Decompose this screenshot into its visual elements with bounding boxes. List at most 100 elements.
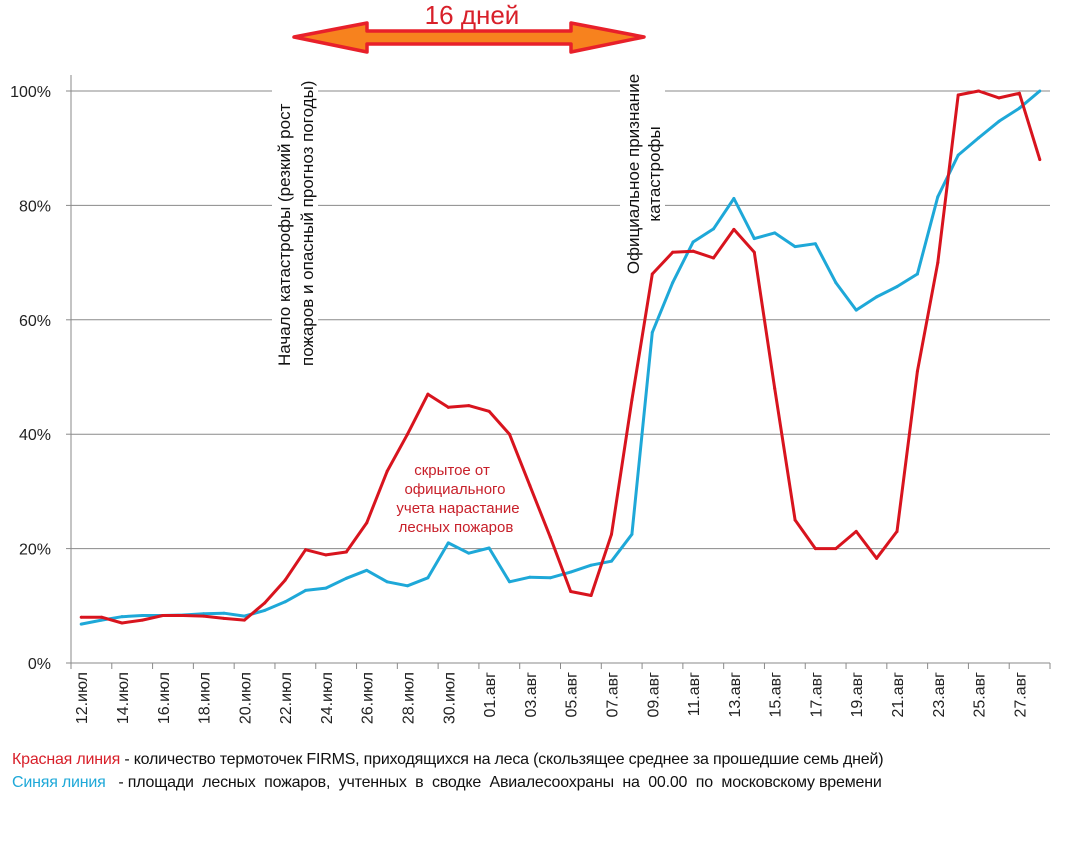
data-point — [263, 601, 267, 605]
x-tick-labels: 12.июл 14.июл 16.июл 18.июл 20.июл 22.июл 24.и… — [74, 672, 1029, 724]
data-point — [222, 616, 226, 620]
data-point — [467, 404, 471, 408]
data-point — [997, 119, 1001, 123]
data-point — [650, 272, 654, 276]
data-point — [100, 615, 104, 619]
data-point — [79, 615, 83, 619]
data-point — [834, 281, 838, 285]
x-tick-label: 03.авг — [523, 672, 540, 718]
data-point — [1017, 91, 1021, 95]
x-tick-label: 28.июл — [401, 672, 418, 724]
data-point — [609, 532, 613, 536]
axes — [66, 75, 1051, 669]
x-tick-label: 24.июл — [319, 672, 336, 724]
series-lines — [79, 89, 1042, 626]
data-point — [100, 618, 104, 622]
data-point — [365, 521, 369, 525]
data-point — [589, 594, 593, 598]
data-point — [1017, 106, 1021, 110]
data-point — [446, 541, 450, 545]
data-point — [650, 330, 654, 334]
x-tick-label: 23.авг — [931, 672, 948, 718]
x-tick-label: 09.авг — [645, 672, 662, 718]
x-tick-label: 20.июл — [237, 672, 254, 724]
legend-red-name: Красная линия — [12, 751, 121, 768]
data-point — [752, 237, 756, 241]
x-tick-label: 16.июл — [156, 672, 173, 724]
data-point — [875, 295, 879, 299]
data-point — [569, 590, 573, 593]
data-point — [120, 621, 124, 625]
data-point — [671, 281, 675, 285]
data-point — [79, 622, 83, 626]
x-tick-label: 21.авг — [890, 672, 907, 718]
data-point — [732, 197, 736, 201]
legend-blue-desc: - площади лесных пожаров, учтенных в сво… — [105, 774, 882, 791]
data-point — [834, 547, 838, 551]
data-point — [263, 608, 267, 612]
data-point — [242, 614, 246, 618]
legend-blue-name: Синяя линия — [12, 774, 106, 791]
data-point — [732, 227, 736, 231]
data-point — [630, 398, 634, 402]
data-point — [446, 405, 450, 409]
data-point — [283, 578, 287, 582]
legend-blue: Синяя линия - площади лесных пожаров, уч… — [12, 774, 882, 792]
data-point — [793, 245, 797, 249]
data-point — [630, 532, 634, 536]
legend-red-desc: - количество термоточек FIRMS, приходящи… — [120, 751, 884, 768]
data-point — [528, 484, 532, 488]
data-point — [467, 551, 471, 555]
data-point — [854, 308, 858, 312]
data-point — [711, 256, 715, 260]
data-point — [691, 240, 695, 244]
x-tick-label: 14.июл — [115, 672, 132, 724]
x-tick-label: 30.июл — [441, 672, 458, 724]
data-point — [406, 584, 410, 588]
data-point — [956, 153, 960, 157]
data-point — [508, 432, 512, 436]
annotation-official-line2: катастрофы — [645, 126, 664, 221]
annotation-hidden-line: скрытое от — [414, 462, 490, 479]
data-point — [344, 550, 348, 554]
x-tick-label: 22.июл — [278, 672, 295, 724]
legend-red: Красная линия - количество термоточек FI… — [12, 751, 884, 769]
data-point — [528, 575, 532, 579]
x-tick-label: 18.июл — [197, 672, 214, 724]
y-tick-label: 40% — [19, 427, 51, 444]
data-point — [915, 272, 919, 276]
data-point — [1038, 89, 1042, 93]
data-point — [569, 570, 573, 574]
data-point — [773, 231, 777, 235]
series-line-blue — [80, 89, 1041, 626]
y-tick-label: 20% — [19, 542, 51, 559]
y-tick-label: 60% — [19, 313, 51, 330]
data-point — [793, 518, 797, 522]
series-line-red — [81, 89, 1042, 625]
x-tick-label: 25.авг — [972, 672, 989, 718]
data-point — [813, 242, 817, 246]
annotation-start: Начало катастрофы (резкий рост пожаров и… — [272, 58, 318, 368]
data-point — [895, 529, 899, 533]
x-tick-label: 01.авг — [482, 672, 499, 718]
data-point — [956, 93, 960, 97]
annotation-official: Официальное признание катастрофы — [620, 62, 665, 286]
data-point — [711, 227, 715, 231]
gridlines — [71, 90, 1050, 550]
data-point — [344, 576, 348, 580]
data-point — [752, 250, 756, 254]
x-tick-label: 05.авг — [564, 672, 581, 718]
data-point — [936, 261, 940, 265]
annotation-hidden-line: официального — [404, 481, 505, 498]
data-point — [324, 586, 328, 590]
data-point — [385, 580, 389, 584]
double-arrow-icon — [292, 21, 646, 54]
x-tick-label: 11.авг — [686, 672, 703, 716]
data-point — [813, 547, 817, 551]
data-point — [895, 285, 899, 289]
data-point — [304, 588, 308, 592]
data-point — [242, 618, 246, 622]
data-point — [222, 611, 226, 615]
y-tick-labels: 0% 20% 40% 60% 80% 100% — [10, 84, 51, 673]
x-tick-label: 12.июл — [74, 672, 91, 724]
